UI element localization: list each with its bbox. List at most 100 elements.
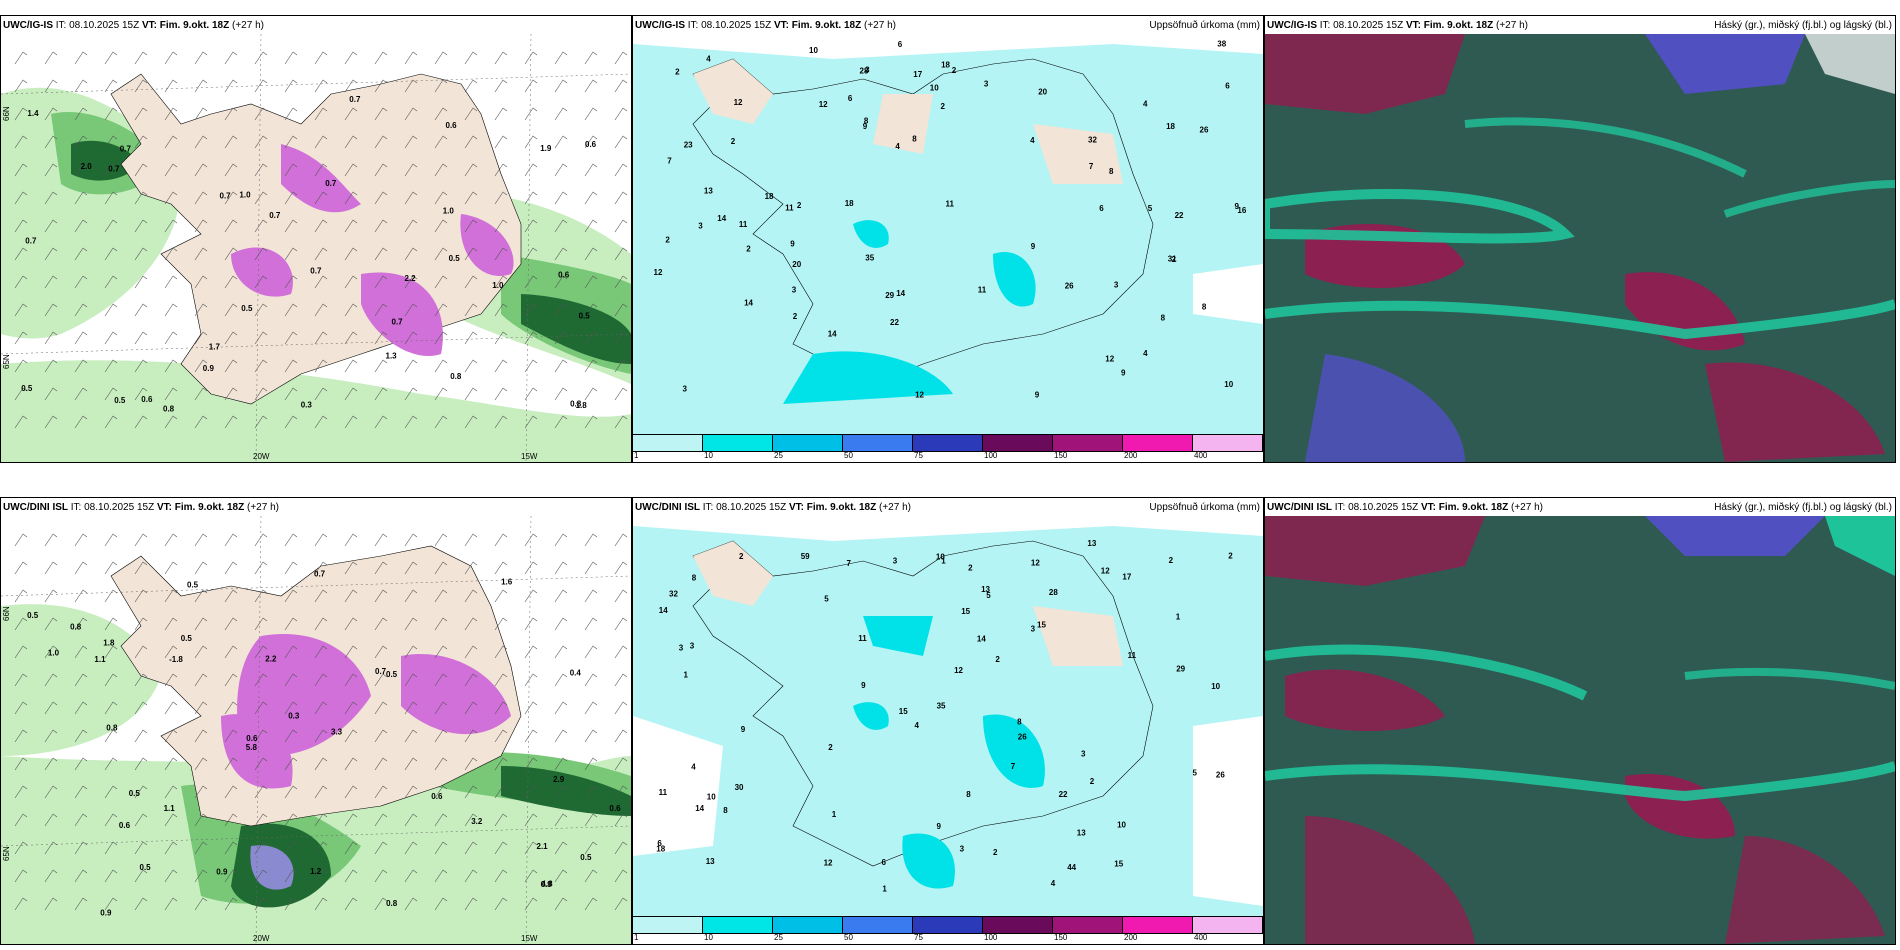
value-label: 2: [665, 236, 670, 245]
value-label: 0.7: [108, 165, 120, 174]
wind-barbs: [14, 51, 628, 429]
legend-swatch: [703, 435, 773, 451]
value-label: 8: [723, 806, 728, 815]
cloud-map: [1265, 34, 1895, 462]
value-label: 11: [739, 220, 748, 229]
value-label: 11: [785, 204, 794, 213]
precip-value-labels: 3222433322361218111299682826222022201141…: [654, 40, 1247, 400]
value-label: 17: [1122, 572, 1131, 581]
value-label: 0.6: [246, 734, 258, 743]
value-label: 8: [1017, 717, 1022, 726]
legend-swatch: [703, 917, 773, 933]
value-label: 3: [1114, 280, 1119, 289]
value-label: 4: [1143, 349, 1148, 358]
value-label: 0.3: [301, 401, 313, 410]
value-label: 3: [893, 557, 898, 566]
lat-66-label: 66N: [2, 106, 11, 121]
value-label: 10: [1224, 380, 1233, 389]
value-label: 0.9: [216, 867, 228, 876]
value-label: 14: [744, 299, 753, 308]
value-label: 1.1: [94, 655, 106, 664]
value-label: 2: [1228, 552, 1233, 561]
legend-swatch: [1053, 917, 1123, 933]
value-label: 1.8: [576, 401, 588, 410]
value-label: 2: [952, 66, 957, 75]
value-label: 9: [863, 122, 868, 131]
lon-20-label: 20W: [253, 452, 270, 461]
value-label: 12: [819, 100, 828, 109]
value-label: 1.0: [443, 207, 455, 216]
panel-precip-bottom: UWC/DINI ISL IT: 08.10.2025 15Z VT: Fim.…: [632, 497, 1264, 945]
legend-tick-label: 100: [984, 451, 998, 460]
legend-swatch: [1193, 435, 1263, 451]
panel-title: UWC/IG-IS IT: 08.10.2025 15Z VT: Fim. 9.…: [3, 20, 264, 31]
value-label: 3.3: [331, 727, 343, 736]
value-label: 32: [669, 589, 678, 598]
legend-tick-label: 25: [774, 933, 783, 942]
value-label: 0.9: [203, 364, 215, 373]
value-label: 9: [1031, 242, 1036, 251]
value-label: 30: [735, 783, 744, 792]
value-label: 0.5: [181, 634, 193, 643]
value-label: 23: [684, 140, 693, 149]
lon-20-label: 20W: [253, 934, 270, 943]
value-label: 0.7: [392, 318, 404, 327]
legend-colorbar: [633, 434, 1263, 452]
lon-15-label: 15W: [521, 452, 538, 461]
legend-swatch: [1193, 917, 1263, 933]
cloud-map: [1265, 516, 1895, 944]
value-label: -1.8: [169, 655, 183, 664]
lon-15-label: 15W: [521, 934, 538, 943]
legend-tick-label: 1: [634, 451, 639, 460]
value-label: 1: [941, 556, 946, 565]
legend-tick-label: 150: [1054, 451, 1068, 460]
value-label: 22: [1059, 790, 1068, 799]
legend-swatch: [1123, 917, 1193, 933]
value-label: 14: [717, 214, 726, 223]
value-label: 44: [1067, 863, 1076, 872]
value-label: 2: [995, 655, 1000, 664]
value-label: 0.6: [119, 821, 131, 830]
value-label: 1.9: [540, 144, 552, 153]
value-label: 3: [984, 80, 989, 89]
value-label: 0.7: [314, 569, 326, 578]
legend-ticks: 1 10 25 50 75 100 150 200 400: [633, 933, 1263, 943]
value-label: 26: [1018, 732, 1027, 741]
value-label: 13: [706, 857, 715, 866]
value-label: 13: [1077, 828, 1086, 837]
value-label: 5: [1148, 204, 1153, 213]
value-label: 8: [1109, 167, 1114, 176]
value-label: 0.8: [70, 623, 82, 632]
value-label: 8: [1202, 302, 1207, 311]
value-label: 10: [936, 552, 945, 561]
value-label: 26: [1216, 770, 1225, 779]
value-label: 11: [1128, 651, 1137, 660]
legend-swatch: [773, 435, 843, 451]
value-label: 11: [978, 286, 987, 295]
lat-65-label: 65N: [2, 354, 11, 369]
legend-tick-label: 100: [984, 933, 998, 942]
legend-tick-label: 150: [1054, 933, 1068, 942]
value-label: 0.7: [120, 144, 132, 153]
legend-tick-label: 200: [1124, 451, 1138, 460]
value-label: 4: [691, 763, 696, 772]
legend-tick-label: 50: [844, 451, 853, 460]
value-label: 18: [765, 192, 774, 201]
value-label: 1: [1176, 613, 1181, 622]
value-label: 9: [937, 822, 942, 831]
value-label: 7: [1089, 162, 1094, 171]
value-label: 16: [1237, 206, 1246, 215]
value-label: 0.8: [163, 405, 175, 414]
value-label: 1: [832, 810, 837, 819]
value-label: 20: [792, 260, 801, 269]
value-label: 7: [667, 157, 672, 166]
value-label: 0.5: [27, 611, 39, 620]
value-label: 0.7: [220, 192, 232, 201]
legend-swatch: [633, 917, 703, 933]
value-label: 38: [1217, 40, 1226, 49]
legend-ticks: 1 10 25 50 75 100 150 200 400: [633, 451, 1263, 461]
lat-65-label: 65N: [2, 846, 11, 861]
value-label: 4: [915, 721, 920, 730]
value-label: 11: [858, 634, 867, 643]
legend-swatch: [773, 917, 843, 933]
